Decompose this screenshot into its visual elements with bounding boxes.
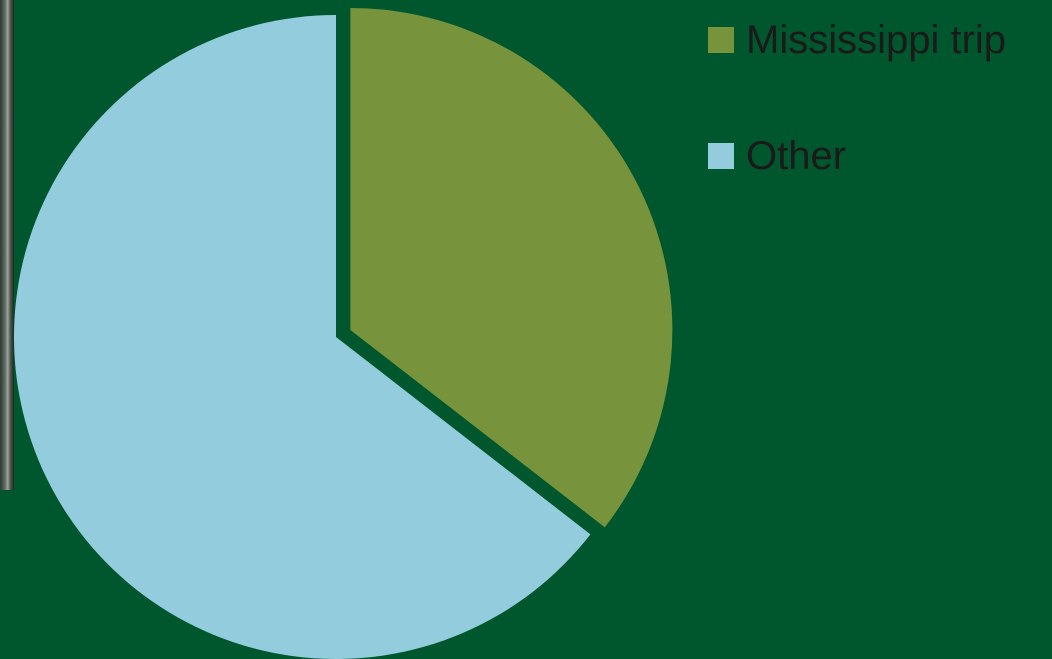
legend-swatch-other — [708, 143, 734, 169]
legend-label-mississippi-trip: Mississippi trip — [746, 18, 1007, 62]
legend-label-other: Other — [746, 134, 847, 178]
pie-slice-mississippi-trip — [350, 7, 673, 528]
legend: Mississippi trip Other — [708, 12, 1006, 244]
photo-fragment — [0, 0, 14, 490]
legend-item-other: Other — [708, 128, 1006, 184]
legend-swatch-mississippi-trip — [708, 27, 734, 53]
pie-slice-other — [13, 15, 591, 659]
legend-item-mississippi-trip: Mississippi trip — [708, 12, 1006, 68]
